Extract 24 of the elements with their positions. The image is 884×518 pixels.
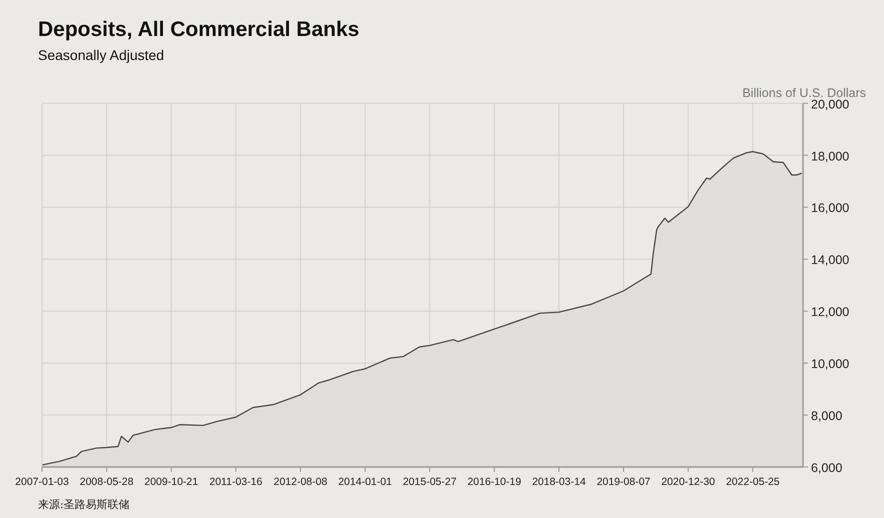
x-tick-label: 2020-12-30 xyxy=(661,476,716,488)
y-tick-label: 6,000 xyxy=(811,461,842,475)
y-tick-label: 8,000 xyxy=(811,409,842,424)
x-tick-label: 2016-10-19 xyxy=(467,476,522,488)
x-tick-label: 2011-03-16 xyxy=(209,476,262,488)
x-tick-label: 2019-08-07 xyxy=(596,476,651,488)
chart-subtitle: Seasonally Adjusted xyxy=(38,47,164,63)
y-tick-label: 10,000 xyxy=(811,357,850,372)
x-tick-label: 2012-08-08 xyxy=(274,476,328,488)
y-tick-label: 20,000 xyxy=(811,97,850,112)
x-tick-label: 2015-05-27 xyxy=(402,476,457,488)
x-tick-label: 2009-10-21 xyxy=(144,476,198,488)
x-tick-label: 2008-05-28 xyxy=(80,476,134,488)
chart-title: Deposits, All Commercial Banks xyxy=(38,18,360,41)
x-tick-label: 2022-05-25 xyxy=(726,476,780,488)
y-axis-title: Billions of U.S. Dollars xyxy=(742,86,866,100)
y-tick-label: 14,000 xyxy=(811,253,850,268)
y-tick-label: 18,000 xyxy=(811,149,850,164)
y-tick-label: 12,000 xyxy=(811,305,850,320)
x-tick-label: 2007-01-03 xyxy=(15,476,70,488)
x-tick-label: 2018-03-14 xyxy=(532,476,586,488)
y-tick-label: 16,000 xyxy=(811,201,850,216)
source-note: 来源:圣路易斯联储 xyxy=(38,498,130,511)
x-tick-label: 2014-01-01 xyxy=(338,476,392,488)
